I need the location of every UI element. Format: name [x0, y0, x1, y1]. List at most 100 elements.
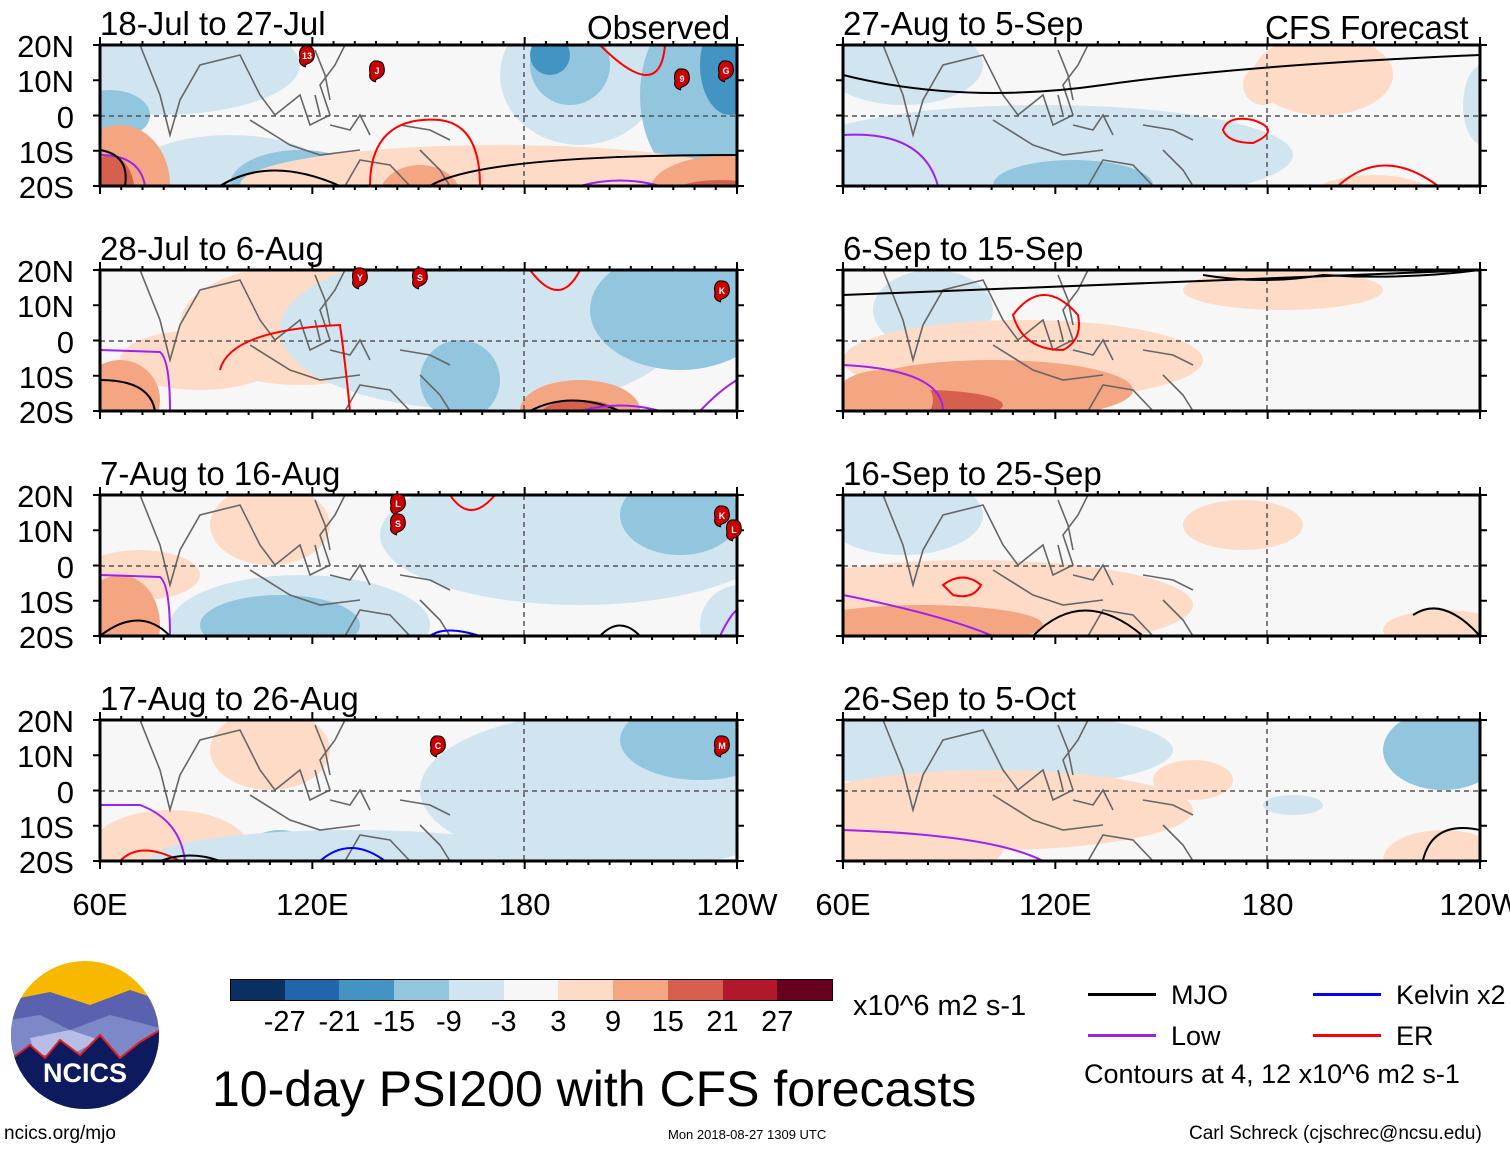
- contour-line: [100, 619, 171, 636]
- storm-label: 13: [302, 51, 312, 61]
- lat-label: 20S: [18, 170, 74, 205]
- legend-line-swatch: [1088, 993, 1156, 996]
- colorbar-tick-label: 15: [651, 1006, 684, 1038]
- colorbar-swatch: [722, 979, 779, 1001]
- contour-line: [1011, 294, 1080, 352]
- anomaly-fill: [100, 360, 160, 411]
- author-credit: Carl Schreck (cjschrec@ncsu.edu): [1189, 1123, 1482, 1144]
- panel-title: 26-Sep to 5-Oct: [843, 680, 1076, 717]
- contour-line: [1221, 117, 1269, 145]
- anomaly-fill: [843, 370, 933, 411]
- anomaly-fill: [420, 340, 500, 411]
- lon-label: 60E: [72, 887, 128, 922]
- tropical-cyclone-icon: K: [714, 280, 730, 303]
- lon-label: 120W: [1439, 887, 1510, 922]
- anomaly-fill: [843, 105, 1293, 186]
- contour-line: [843, 364, 944, 411]
- anomaly-fill: [1383, 720, 1480, 790]
- colorbar-units: x10^6 m2 s-1: [853, 990, 1027, 1022]
- storm-label: J: [374, 66, 379, 76]
- lat-label: 20N: [17, 479, 74, 514]
- lat-label: 10N: [17, 514, 74, 550]
- tropical-cyclone-icon: 13: [299, 45, 315, 68]
- lon-label: 60E: [815, 887, 871, 922]
- ncics-logo: NCICS: [11, 961, 159, 1109]
- colorbar-swatch: [284, 979, 341, 1001]
- anomaly-fill: [1383, 830, 1480, 861]
- panel-title: 18-Jul to 27-Jul: [100, 5, 326, 42]
- storm-label: K: [719, 511, 726, 521]
- storm-label: M: [718, 741, 726, 751]
- contour-line: [1032, 609, 1144, 636]
- storm-label: 9: [679, 74, 684, 84]
- contour-line: [599, 624, 641, 636]
- tropical-cyclone-icon: S: [412, 267, 428, 290]
- tropical-cyclone-icon: M: [714, 735, 730, 758]
- lat-label: 10S: [18, 584, 74, 620]
- tropical-cyclone-icon: C: [430, 735, 446, 758]
- lat-label: 0: [56, 774, 74, 810]
- map-panel: 13 J 9 G: [93, 37, 744, 194]
- anomaly-fill: [210, 495, 330, 565]
- contour-line: [219, 323, 351, 411]
- storm-label: S: [395, 519, 401, 529]
- anomaly-fill: [1319, 175, 1427, 186]
- contour-line: [100, 349, 171, 411]
- contour-line: [843, 270, 1480, 296]
- contour-line: [100, 804, 186, 861]
- contour-line: [529, 399, 621, 411]
- colorbar-tick-label: -27: [263, 1006, 306, 1038]
- contour-line: [369, 118, 481, 186]
- legend-label: MJO: [1171, 980, 1228, 1010]
- colorbar-tick-label: 9: [605, 1006, 622, 1038]
- colorbar-swatch: [230, 979, 286, 1001]
- anomaly-fill: [240, 145, 737, 186]
- colorbar-swatch: [448, 979, 505, 1001]
- anomaly-fill: [1253, 45, 1393, 115]
- source-url[interactable]: ncics.org/mjo: [4, 1123, 116, 1144]
- lat-label: 20S: [18, 395, 74, 430]
- map-panel: [836, 487, 1487, 644]
- panel-title: 7-Aug to 16-Aug: [100, 455, 341, 492]
- observed-label: Observed: [587, 9, 731, 46]
- tropical-cyclone-icon: G: [718, 60, 734, 83]
- contour-line: [1412, 607, 1480, 636]
- anomaly-fill: [620, 720, 737, 780]
- tropical-cyclone-icon: L: [726, 519, 742, 542]
- storm-label: L: [395, 499, 401, 509]
- tropical-cyclone-icon: J: [369, 60, 385, 83]
- anomaly-fill: [1153, 760, 1233, 800]
- contour-line: [529, 270, 581, 291]
- contour-line: [429, 629, 481, 636]
- legend-label: Low: [1171, 1021, 1221, 1051]
- storm-label: Y: [357, 273, 363, 283]
- colorbar-tick-label: 27: [761, 1006, 794, 1038]
- colorbar-tick-label: -21: [318, 1006, 361, 1038]
- lat-label: 0: [56, 99, 74, 135]
- anomaly-fill: [843, 45, 983, 105]
- storm-label: C: [435, 741, 442, 751]
- contour-line: [159, 854, 221, 861]
- lat-label: 0: [56, 549, 74, 585]
- colorbar-swatch: [339, 979, 396, 1001]
- contour-line: [100, 149, 127, 186]
- panel-title: 27-Aug to 5-Sep: [843, 5, 1084, 42]
- anomaly-fill: [650, 155, 737, 186]
- anomaly-fill: [210, 720, 330, 790]
- anomaly-fill: [381, 165, 459, 186]
- contour-line: [100, 154, 146, 186]
- anomaly-fill: [100, 45, 300, 115]
- lon-label: 180: [1241, 887, 1294, 922]
- panel-title: 16-Sep to 25-Sep: [843, 455, 1102, 492]
- anomaly-fill: [1263, 795, 1323, 815]
- contour-line: [699, 379, 737, 411]
- panel-title: 17-Aug to 26-Aug: [100, 680, 359, 717]
- legend-label: Kelvin x2: [1396, 980, 1506, 1010]
- contour-line: [429, 154, 737, 186]
- anomaly-fill: [1183, 500, 1303, 550]
- contour-line: [579, 404, 661, 411]
- anomaly-fill: [843, 495, 983, 555]
- contour-line: [1337, 164, 1439, 186]
- tropical-cyclone-icon: K: [714, 505, 730, 528]
